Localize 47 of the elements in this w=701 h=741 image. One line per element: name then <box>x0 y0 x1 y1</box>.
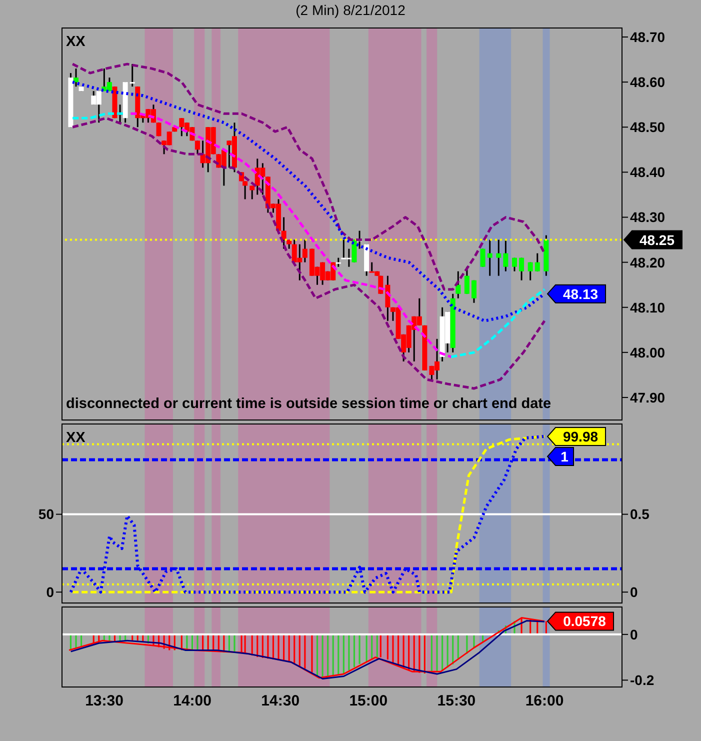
candlestick <box>534 252 540 272</box>
data-label: 0.0578 <box>563 613 606 630</box>
data-label: 48.13 <box>562 286 598 302</box>
chart-title: (2 Min) 8/21/2012 <box>294 2 406 18</box>
candlestick <box>302 239 308 264</box>
candlestick <box>519 257 524 282</box>
x-tick-label: 14:30 <box>261 692 300 710</box>
y-tick-label: 48.70 <box>630 28 666 45</box>
candlestick <box>74 68 78 88</box>
x-tick-label: 15:00 <box>349 692 388 710</box>
y-tick-label: 48.00 <box>630 344 666 360</box>
y-tick-label: 50 <box>38 506 54 522</box>
x-tick-label: 13:30 <box>85 692 124 710</box>
y-tick-label: 48.20 <box>630 254 666 270</box>
x-tick-label: 16:00 <box>525 692 564 710</box>
y-tick-label: 48.50 <box>630 119 666 136</box>
candlestick <box>487 239 492 277</box>
candlestick <box>336 257 341 268</box>
candlestick <box>528 262 533 282</box>
y-tick-label: 48.30 <box>630 209 666 226</box>
line-series <box>129 112 452 358</box>
ref-line-label: 48.25 <box>639 232 675 248</box>
annotation: disconnected or current time is outside session time or chart end date <box>66 396 552 412</box>
candlestick <box>512 257 517 272</box>
y-tick-label: 47.90 <box>630 389 666 406</box>
y-tick-label: 0 <box>630 626 638 642</box>
candlestick <box>195 140 200 155</box>
candlestick <box>496 239 502 277</box>
data-label: 1 <box>560 448 569 464</box>
candlestick <box>456 270 461 300</box>
annotation: XX <box>66 430 86 446</box>
data-label: 99.98 <box>562 428 598 444</box>
y2-tick-label: 0.5 <box>630 506 650 522</box>
x-tick-label: 15:30 <box>437 692 476 710</box>
candlestick <box>130 63 135 88</box>
x-tick-label: 14:00 <box>173 692 212 710</box>
y-tick-label: 48.10 <box>630 299 666 316</box>
candlestick <box>503 239 508 272</box>
candlestick <box>156 122 162 137</box>
candlestick <box>480 248 486 268</box>
candlestick <box>250 184 255 200</box>
y-tick-label: 48.40 <box>630 164 666 180</box>
y-tick-label: -0.2 <box>630 672 654 688</box>
y-tick-label: 48.60 <box>630 74 666 90</box>
candlestick <box>471 280 476 304</box>
candlestick <box>352 239 357 264</box>
annotation: XX <box>66 34 86 50</box>
